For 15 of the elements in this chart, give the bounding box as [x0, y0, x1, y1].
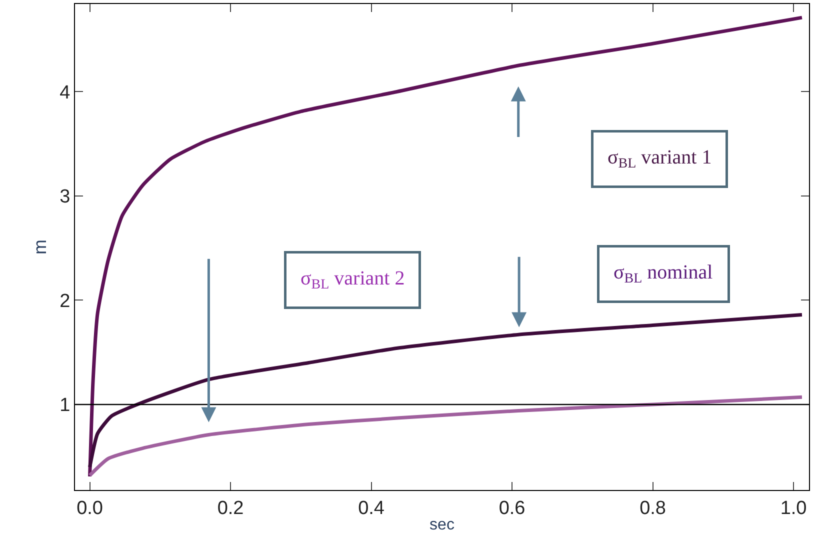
annotation: σ$_{BL}$ nominal	[614, 262, 714, 287]
x-tick-label: 0.8	[640, 498, 666, 519]
y-tick-label: 2	[60, 290, 70, 312]
x-tick-label: 0.4	[358, 498, 385, 519]
annotation: σ$_{BL}$ variant 2	[300, 268, 405, 293]
x-tick-label: 0.6	[498, 498, 526, 519]
x-axis-title: sec	[430, 516, 454, 534]
annotation: σ$_{BL}$ variant 1	[608, 146, 712, 172]
y-axis-title: m	[30, 240, 50, 254]
x-tick-label: 1.0	[780, 498, 807, 519]
y-tick-label: 1	[60, 395, 70, 416]
x-tick-label: 0.2	[217, 498, 244, 519]
y-tick-label: 4	[60, 82, 71, 104]
y-tick-label: 3	[60, 186, 70, 208]
x-tick-label: 0.0	[76, 498, 103, 519]
